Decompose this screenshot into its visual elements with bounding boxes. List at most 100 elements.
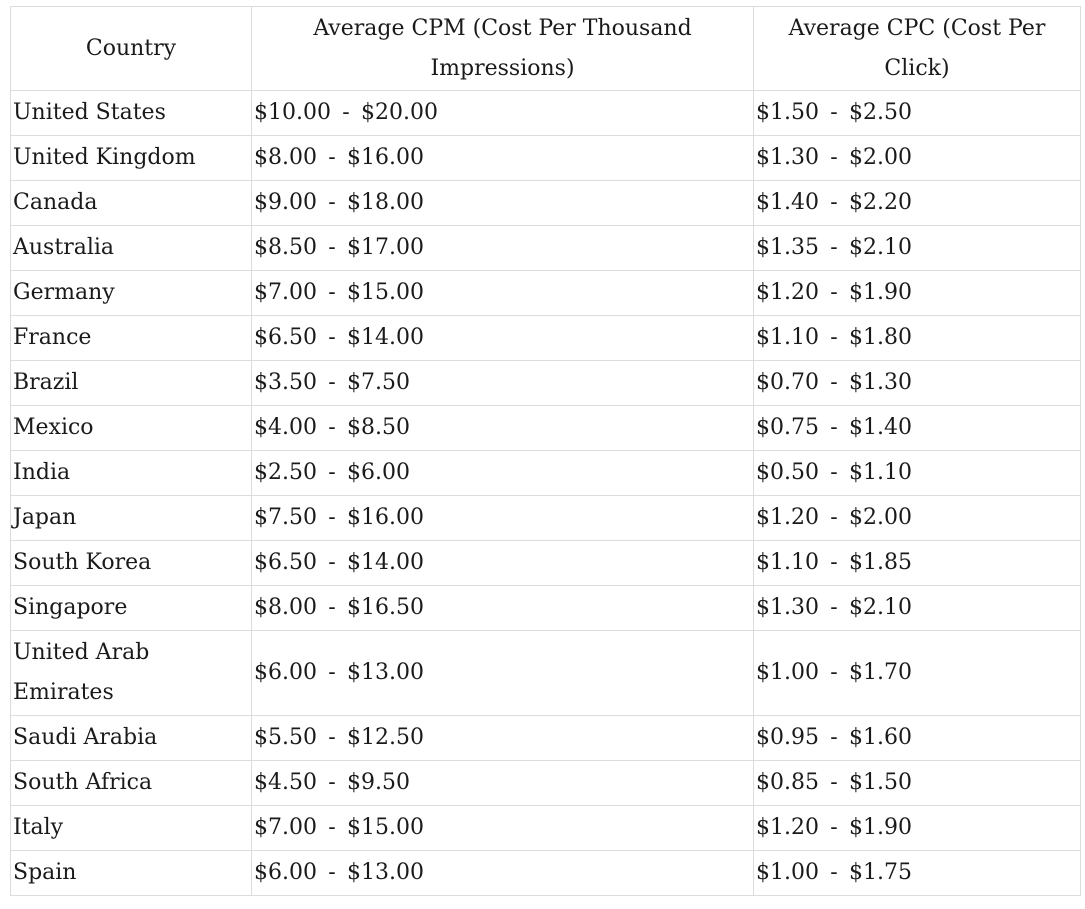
- cpc-high-value: $1.30: [848, 370, 912, 395]
- table-row: Singapore $8.00- $16.50 $1.30- $2.10: [10, 585, 1081, 631]
- cpm-high-value: $15.00: [346, 815, 424, 840]
- cpc-high-value: $1.75: [848, 860, 912, 885]
- cpc-cell: $1.20- $1.90: [753, 805, 1081, 851]
- table-row: France $6.50- $14.00 $1.10- $1.80: [10, 315, 1081, 361]
- country-cell: Saudi Arabia: [10, 715, 252, 761]
- country-cell: United Kingdom: [10, 135, 252, 181]
- range-separator: -: [830, 235, 838, 260]
- table-body: United States $10.00- $20.00 $1.50- $2.50 Uni…: [10, 90, 1081, 896]
- cpm-high-value: $6.00: [346, 460, 410, 485]
- cpc-low-value: $1.30: [756, 145, 819, 170]
- cpm-low-value: $4.50: [254, 770, 317, 795]
- cpc-cell: $1.00- $1.70: [753, 630, 1081, 716]
- range-separator: -: [830, 370, 838, 395]
- cpm-cell: $3.50- $7.50: [251, 360, 754, 406]
- country-cell: United States: [10, 90, 252, 136]
- cpc-high-value: $2.50: [848, 100, 912, 125]
- cpm-high-value: $16.00: [346, 145, 424, 170]
- cpm-cell: $6.00- $13.00: [251, 630, 754, 716]
- range-separator: -: [830, 595, 838, 620]
- country-cell: Spain: [10, 850, 252, 896]
- cpm-cell: $7.00- $15.00: [251, 805, 754, 851]
- table-row: Mexico $4.00- $8.50 $0.75- $1.40: [10, 405, 1081, 451]
- cpm-low-value: $8.50: [254, 235, 317, 260]
- range-separator: -: [328, 770, 336, 795]
- cpc-low-value: $1.00: [756, 860, 819, 885]
- cpc-cell: $0.95- $1.60: [753, 715, 1081, 761]
- cpm-cell: $7.00- $15.00: [251, 270, 754, 316]
- range-separator: -: [830, 660, 838, 685]
- country-cell: Canada: [10, 180, 252, 226]
- cpc-high-value: $1.70: [848, 660, 912, 685]
- range-separator: -: [830, 145, 838, 170]
- cpm-high-value: $16.50: [346, 595, 424, 620]
- cpm-low-value: $2.50: [254, 460, 317, 485]
- table-row: United Arab Emirates $6.00- $13.00 $1.00- $1…: [10, 630, 1081, 716]
- cpm-high-value: $7.50: [346, 370, 410, 395]
- country-cell: Japan: [10, 495, 252, 541]
- table-row: Italy $7.00- $15.00 $1.20- $1.90: [10, 805, 1081, 851]
- table-row: Canada $9.00- $18.00 $1.40- $2.20: [10, 180, 1081, 226]
- cpc-high-value: $1.85: [848, 550, 912, 575]
- cpm-high-value: $14.00: [346, 550, 424, 575]
- range-separator: -: [328, 145, 336, 170]
- table-row: South Korea $6.50- $14.00 $1.10- $1.85: [10, 540, 1081, 586]
- cpm-low-value: $7.50: [254, 505, 317, 530]
- range-separator: -: [328, 860, 336, 885]
- cpm-low-value: $6.00: [254, 660, 317, 685]
- cpm-cell: $4.00- $8.50: [251, 405, 754, 451]
- cpc-high-value: $2.20: [848, 190, 912, 215]
- range-separator: -: [328, 505, 336, 530]
- range-separator: -: [328, 725, 336, 750]
- range-separator: -: [328, 235, 336, 260]
- cpc-low-value: $1.20: [756, 505, 819, 530]
- table-row: Australia $8.50- $17.00 $1.35- $2.10: [10, 225, 1081, 271]
- country-cell: United Arab Emirates: [10, 630, 252, 716]
- cpc-cell: $0.75- $1.40: [753, 405, 1081, 451]
- cpc-low-value: $0.95: [756, 725, 819, 750]
- range-separator: -: [342, 100, 350, 125]
- country-cell: Mexico: [10, 405, 252, 451]
- cpm-high-value: $16.00: [346, 505, 424, 530]
- range-separator: -: [830, 815, 838, 840]
- cpm-low-value: $6.50: [254, 325, 317, 350]
- cpm-low-value: $6.50: [254, 550, 317, 575]
- cpc-high-value: $1.50: [848, 770, 912, 795]
- cpm-cell: $10.00- $20.00: [251, 90, 754, 136]
- range-separator: -: [830, 100, 838, 125]
- cpc-high-value: $2.00: [848, 145, 912, 170]
- cpc-low-value: $0.75: [756, 415, 819, 440]
- range-separator: -: [830, 280, 838, 305]
- cpm-cell: $6.50- $14.00: [251, 540, 754, 586]
- range-separator: -: [328, 595, 336, 620]
- cpc-cell: $1.50- $2.50: [753, 90, 1081, 136]
- table-row: United States $10.00- $20.00 $1.50- $2.50: [10, 90, 1081, 136]
- cpm-high-value: $14.00: [346, 325, 424, 350]
- cpm-cell: $8.00- $16.50: [251, 585, 754, 631]
- cpm-high-value: $9.50: [346, 770, 410, 795]
- country-cell: France: [10, 315, 252, 361]
- cpm-cell: $7.50- $16.00: [251, 495, 754, 541]
- cpm-cell: $5.50- $12.50: [251, 715, 754, 761]
- country-cell: India: [10, 450, 252, 496]
- table-row: Brazil $3.50- $7.50 $0.70- $1.30: [10, 360, 1081, 406]
- cpm-low-value: $10.00: [254, 100, 331, 125]
- cpc-high-value: $2.10: [848, 235, 912, 260]
- cpc-low-value: $0.85: [756, 770, 819, 795]
- cpm-low-value: $4.00: [254, 415, 317, 440]
- cpc-low-value: $1.00: [756, 660, 819, 685]
- range-separator: -: [328, 280, 336, 305]
- range-separator: -: [328, 415, 336, 440]
- cpc-low-value: $0.50: [756, 460, 819, 485]
- cpm-high-value: $8.50: [346, 415, 410, 440]
- cpc-high-value: $1.40: [848, 415, 912, 440]
- cpc-cell: $1.30- $2.00: [753, 135, 1081, 181]
- cpc-high-value: $1.90: [848, 280, 912, 305]
- cpm-cell: $9.00- $18.00: [251, 180, 754, 226]
- range-separator: -: [328, 460, 336, 485]
- cpc-cell: $1.35- $2.10: [753, 225, 1081, 271]
- cpm-high-value: $20.00: [360, 100, 438, 125]
- cpc-high-value: $2.00: [848, 505, 912, 530]
- cpc-cell: $0.85- $1.50: [753, 760, 1081, 806]
- range-separator: -: [328, 325, 336, 350]
